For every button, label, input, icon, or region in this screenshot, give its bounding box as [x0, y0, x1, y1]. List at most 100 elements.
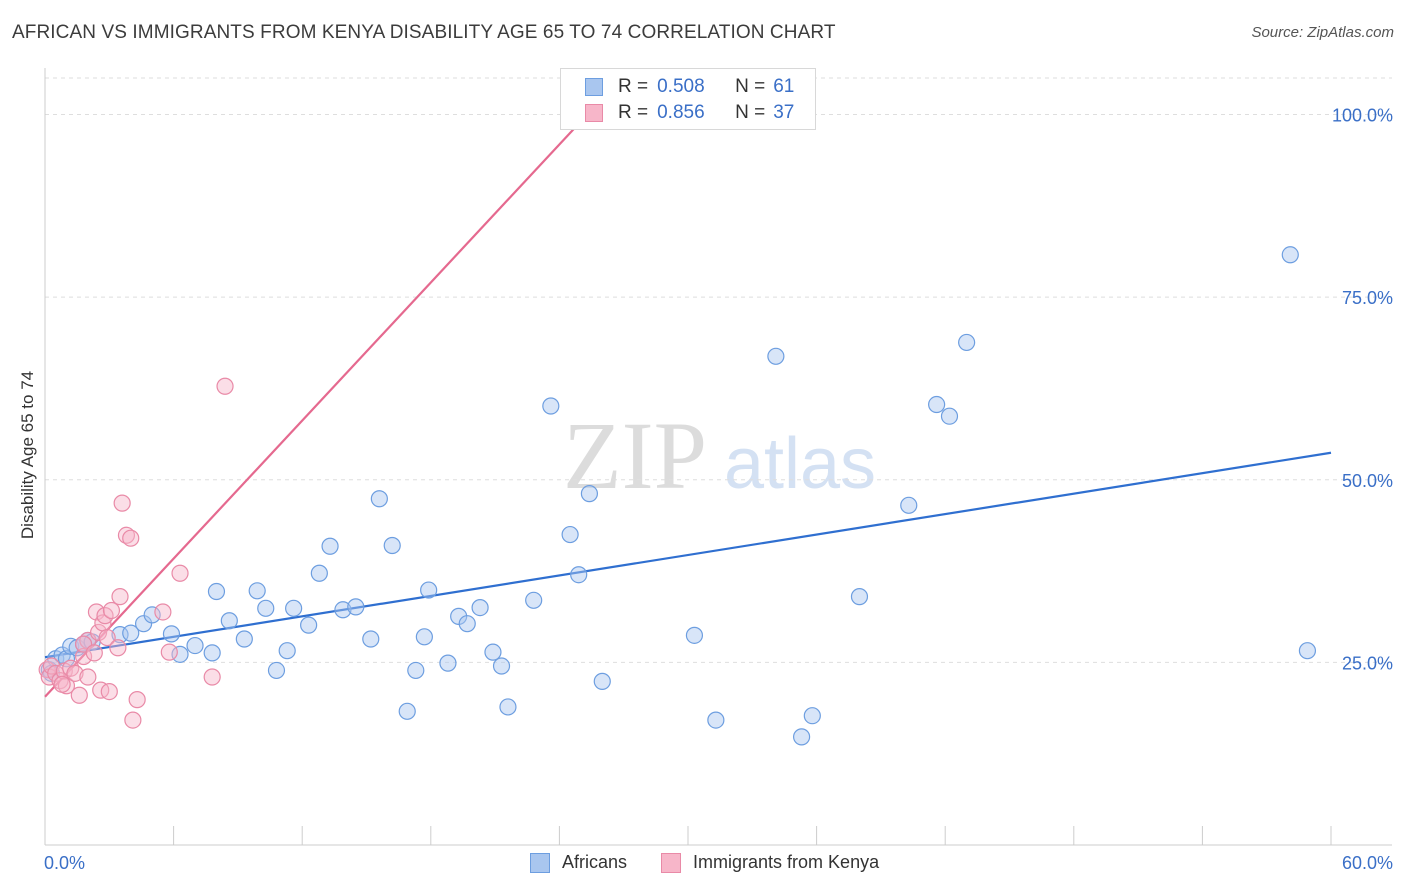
legend-r-value: 0.508	[657, 76, 705, 97]
data-point-kenya	[171, 564, 189, 582]
watermark: ZIP atlas	[563, 402, 876, 509]
data-point-africans	[707, 711, 725, 729]
watermark-atlas: atlas	[724, 424, 876, 504]
y-tick-label: 50.0%	[1342, 471, 1393, 491]
trend-line	[44, 113, 589, 698]
data-point-kenya	[92, 681, 110, 699]
data-point-kenya	[124, 711, 142, 729]
data-points	[38, 105, 1317, 746]
data-point-africans	[803, 707, 821, 725]
data-point-kenya	[87, 603, 106, 621]
data-point-africans	[767, 347, 785, 365]
data-point-kenya	[111, 588, 129, 606]
data-point-africans	[347, 598, 365, 616]
legend-r-label: R =	[618, 102, 649, 123]
axes	[44, 68, 1392, 846]
data-point-kenya	[98, 628, 116, 647]
trend-line	[44, 451, 1332, 659]
data-point-africans	[383, 536, 401, 555]
grid-lines	[45, 77, 1392, 663]
legend-r-label: R =	[618, 76, 649, 97]
data-point-africans	[162, 625, 181, 643]
source-credit: Source: ZipAtlas.com	[1251, 24, 1394, 41]
legend-row-africans: R = 0.508 N = 61	[585, 75, 794, 99]
data-point-africans	[111, 626, 129, 644]
data-point-africans	[580, 485, 599, 503]
y-tick-label: 75.0%	[1342, 288, 1393, 308]
legend-n-label: N =	[735, 76, 766, 97]
watermark-zip: ZIP	[563, 402, 707, 509]
data-point-kenya	[53, 675, 71, 693]
data-point-africans	[420, 581, 438, 599]
data-point-kenya	[216, 377, 234, 395]
data-point-africans	[415, 628, 433, 646]
data-point-kenya	[100, 682, 118, 701]
data-point-africans	[900, 496, 918, 514]
legend-n-value: 37	[773, 102, 795, 123]
data-point-africans	[334, 601, 352, 619]
data-point-africans	[439, 654, 457, 672]
data-point-africans	[362, 630, 380, 648]
data-point-africans	[1298, 642, 1317, 660]
data-point-africans	[203, 644, 221, 662]
x-tick-label: 0.0%	[44, 853, 85, 873]
data-point-africans	[499, 698, 517, 716]
data-point-africans	[958, 333, 976, 352]
legend-row-kenya: R = 0.856 N = 37	[585, 101, 795, 125]
series-legend: Africans Immigrants from Kenya	[530, 852, 913, 873]
data-point-africans	[285, 599, 303, 617]
data-point-kenya	[89, 623, 108, 642]
data-point-africans	[593, 672, 611, 690]
data-point-africans	[257, 599, 275, 617]
data-point-africans	[850, 588, 869, 606]
tick-labels: 25.0% 50.0% 75.0% 100.0% 0.0% 60.0%	[44, 106, 1393, 873]
data-point-kenya	[122, 529, 140, 547]
data-point-kenya	[128, 691, 146, 709]
series-label-kenya: Immigrants from Kenya	[693, 852, 880, 872]
data-point-africans	[220, 612, 238, 630]
data-point-africans	[525, 591, 543, 609]
data-point-kenya	[113, 494, 131, 512]
data-point-kenya	[85, 644, 103, 662]
data-point-africans	[471, 598, 489, 617]
data-point-africans	[561, 525, 579, 544]
data-point-africans	[134, 615, 153, 633]
data-point-kenya	[160, 643, 178, 661]
series-swatch-kenya	[661, 852, 682, 873]
data-point-africans	[928, 395, 946, 414]
data-point-kenya	[66, 664, 84, 682]
data-point-africans	[492, 657, 511, 675]
data-point-africans	[248, 582, 266, 600]
y-tick-label: 100.0%	[1332, 106, 1393, 126]
data-point-kenya	[203, 668, 221, 686]
series-legend-kenya[interactable]: Immigrants from Kenya	[661, 852, 879, 873]
x-tick-label: 60.0%	[1342, 853, 1393, 873]
data-point-africans	[186, 636, 204, 655]
chart-title: AFRICAN VS IMMIGRANTS FROM KENYA DISABIL…	[12, 22, 836, 43]
correlation-legend: R = 0.508 N = 61 R = 0.856 N = 37	[560, 68, 816, 130]
data-point-africans	[407, 661, 425, 680]
data-point-africans	[542, 397, 560, 415]
series-legend-africans[interactable]: Africans	[530, 852, 627, 873]
data-point-africans	[143, 606, 161, 624]
legend-swatch-africans	[585, 78, 603, 96]
data-point-africans	[267, 661, 286, 680]
data-point-africans	[484, 643, 502, 661]
data-point-africans	[792, 728, 811, 746]
data-point-africans	[207, 582, 226, 601]
data-point-africans	[458, 615, 476, 633]
data-point-africans	[1281, 246, 1299, 264]
data-point-africans	[310, 564, 328, 582]
data-point-africans	[235, 630, 253, 648]
data-point-africans	[278, 642, 296, 660]
series-swatch-africans	[530, 852, 550, 873]
data-point-africans	[570, 566, 588, 584]
data-point-kenya	[74, 647, 93, 666]
data-point-africans	[62, 637, 80, 655]
data-point-africans	[321, 537, 339, 555]
y-tick-label: 25.0%	[1342, 653, 1393, 673]
legend-r-value: 0.856	[657, 102, 705, 123]
data-point-kenya	[102, 601, 121, 620]
data-point-africans	[685, 626, 704, 644]
